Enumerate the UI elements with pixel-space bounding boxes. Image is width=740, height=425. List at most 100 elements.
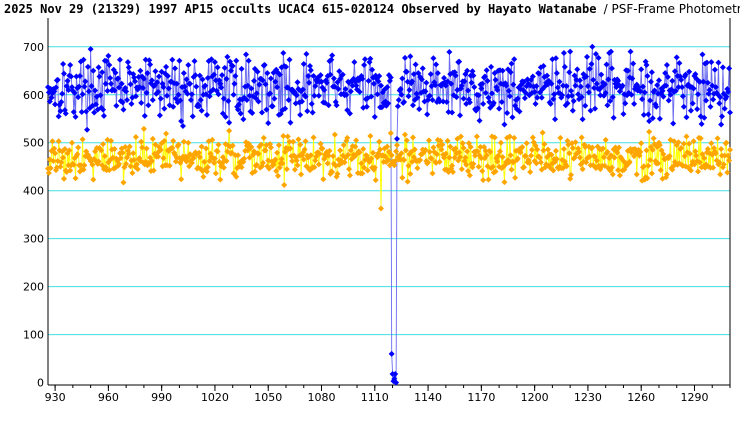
comparison-point <box>472 152 479 159</box>
target-point <box>328 56 335 63</box>
target-point <box>238 65 245 72</box>
comparison-point <box>300 156 307 163</box>
target-point <box>418 76 425 83</box>
target-point <box>457 112 464 119</box>
target-point <box>568 87 575 94</box>
comparison-point <box>616 172 623 179</box>
target-point <box>346 110 353 117</box>
target-point <box>717 94 724 101</box>
target-point <box>586 65 593 72</box>
target-point <box>414 94 421 101</box>
comparison-point <box>533 160 540 167</box>
comparison-point <box>367 133 374 140</box>
target-point <box>218 84 225 91</box>
target-point <box>221 64 228 71</box>
comparison-point <box>451 154 458 161</box>
target-point <box>189 113 196 120</box>
comparison-point <box>446 154 453 161</box>
target-point <box>231 80 238 87</box>
target-point <box>647 78 654 85</box>
comparison-point <box>449 162 456 169</box>
target-point <box>434 70 441 77</box>
target-point <box>610 114 617 121</box>
comparison-point <box>483 152 490 159</box>
target-point <box>620 110 627 117</box>
target-point <box>246 92 253 99</box>
comparison-point <box>273 168 280 175</box>
target-point <box>718 121 725 128</box>
comparison-point <box>58 159 65 166</box>
target-point <box>160 84 167 91</box>
target-point <box>476 117 483 124</box>
comparison-point <box>68 139 75 146</box>
target-point <box>707 103 714 110</box>
comparison-point <box>463 161 470 168</box>
comparison-point <box>361 164 368 171</box>
target-point <box>97 92 104 99</box>
target-point <box>145 102 152 109</box>
comparison-point <box>458 166 465 173</box>
x-tick-label-1110: 1110 <box>361 391 389 404</box>
comparison-point <box>229 142 236 149</box>
target-point <box>302 93 309 100</box>
target-point <box>711 66 718 73</box>
target-point <box>646 118 653 125</box>
comparison-point <box>666 153 673 160</box>
comparison-point <box>319 145 326 152</box>
target-point <box>423 79 430 86</box>
comparison-point <box>422 146 429 153</box>
target-point <box>524 76 531 83</box>
target-point <box>405 93 412 100</box>
y-tick-label-200: 200 <box>23 281 44 294</box>
target-point <box>264 70 271 77</box>
target-point <box>419 65 426 72</box>
comparison-point <box>473 133 480 140</box>
target-point <box>552 116 559 123</box>
comparison-point <box>644 175 651 182</box>
target-point <box>127 81 134 88</box>
comparison-point <box>49 138 56 145</box>
title-main: 2025 Nov 29 (21329) 1997 AP15 occults UC… <box>4 2 597 16</box>
comparison-point <box>293 157 300 164</box>
comparison-point <box>541 141 548 148</box>
target-point <box>171 65 178 72</box>
comparison-point <box>279 160 286 167</box>
target-point <box>672 87 679 94</box>
target-point <box>426 92 433 99</box>
target-point <box>223 75 230 82</box>
target-point <box>92 87 99 94</box>
target-point <box>183 76 190 83</box>
comparison-point <box>393 148 400 155</box>
comparison-point <box>163 130 170 137</box>
target-point <box>678 76 685 83</box>
y-tick-label-0: 0 <box>37 377 44 390</box>
target-point <box>371 113 378 120</box>
comparison-point <box>238 164 245 171</box>
target-point <box>85 88 92 95</box>
comparison-point <box>57 163 64 170</box>
target-point <box>254 68 261 75</box>
comparison-point <box>582 144 589 151</box>
target-point <box>590 76 597 83</box>
comparison-point <box>353 137 360 144</box>
target-point <box>571 72 578 79</box>
target-point <box>416 106 423 113</box>
comparison-point <box>401 157 408 164</box>
target-point <box>311 92 318 99</box>
comparison-point <box>214 148 221 155</box>
target-point <box>99 69 106 76</box>
comparison-point <box>157 146 164 153</box>
target-point <box>362 56 369 63</box>
target-point <box>294 79 301 86</box>
target-point <box>507 69 514 76</box>
comparison-point <box>124 154 131 161</box>
comparison-point <box>660 151 667 158</box>
target-point <box>206 93 213 100</box>
comparison-point <box>284 133 291 140</box>
comparison-point <box>459 140 466 147</box>
target-point <box>706 86 713 93</box>
comparison-point <box>72 175 79 182</box>
comparison-point <box>251 148 258 155</box>
target-point <box>363 103 370 110</box>
target-point <box>690 85 697 92</box>
